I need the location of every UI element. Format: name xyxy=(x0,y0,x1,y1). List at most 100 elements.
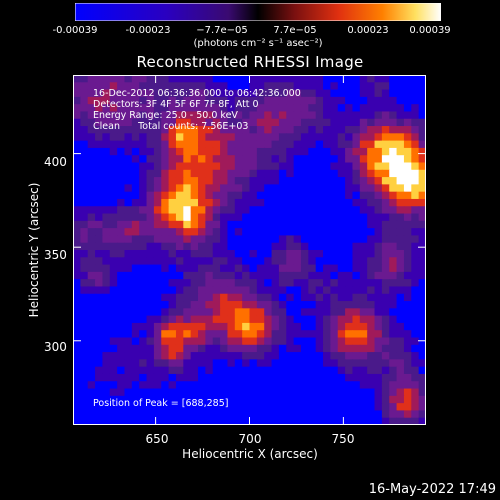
heatmap-cell xyxy=(242,242,251,251)
heatmap-cell xyxy=(271,308,280,317)
heatmap-cell xyxy=(124,301,133,309)
heatmap-cell xyxy=(374,133,383,142)
heatmap-cell xyxy=(345,155,354,164)
heatmap-cell xyxy=(374,111,383,120)
heatmap-cell xyxy=(249,242,258,251)
heatmap-cell xyxy=(293,279,302,288)
heatmap-cell xyxy=(190,169,199,178)
heatmap-cell xyxy=(300,330,309,339)
heatmap-cell xyxy=(139,373,148,382)
heatmap-cell xyxy=(124,169,133,178)
heatmap-cell xyxy=(396,147,405,156)
heatmap-cell xyxy=(264,293,273,302)
heatmap-cell xyxy=(359,96,368,105)
heatmap-cell xyxy=(264,381,273,390)
heatmap-cell xyxy=(153,308,162,317)
heatmap-cell xyxy=(205,286,214,295)
heatmap-cell xyxy=(161,388,170,397)
heatmap-cell xyxy=(330,315,339,324)
heatmap-cell xyxy=(139,315,148,324)
heatmap-cell xyxy=(330,111,339,120)
heatmap-cell xyxy=(359,177,368,185)
heatmap-cell xyxy=(411,96,420,105)
heatmap-cell xyxy=(109,301,118,309)
heatmap-cell xyxy=(161,373,170,382)
heatmap-cell xyxy=(227,198,236,207)
heatmap-cell xyxy=(73,118,81,127)
heatmap-cell xyxy=(153,322,162,331)
heatmap-cell xyxy=(249,293,258,302)
heatmap-cell xyxy=(367,184,376,193)
heatmap-cell xyxy=(102,352,111,360)
heatmap-cell xyxy=(183,126,192,134)
heatmap-cell xyxy=(249,184,258,193)
heatmap-cell xyxy=(293,337,302,346)
heatmap-cell xyxy=(345,126,354,134)
heatmap-cell xyxy=(389,315,398,324)
heatmap-cell xyxy=(286,410,295,419)
heatmap-cell xyxy=(315,366,324,375)
heatmap-cell xyxy=(411,315,420,324)
heatmap-cell xyxy=(418,111,426,120)
heatmap-cell xyxy=(131,279,140,288)
heatmap-cell xyxy=(73,301,81,309)
heatmap-cell xyxy=(102,177,111,185)
heatmap-cell xyxy=(308,315,317,324)
heatmap-cell xyxy=(308,169,317,178)
heatmap-cell xyxy=(374,198,383,207)
heatmap-cell xyxy=(381,155,390,164)
heatmap-cell xyxy=(168,177,177,185)
heatmap-cell xyxy=(374,395,383,404)
heatmap-cell xyxy=(102,403,111,412)
heatmap-cell xyxy=(278,352,287,360)
heatmap-cell xyxy=(359,133,368,142)
heatmap-cell xyxy=(345,403,354,412)
heatmap-cell xyxy=(175,352,184,360)
heatmap-cell xyxy=(359,322,368,331)
heatmap-cell xyxy=(323,213,331,222)
heatmap-cell xyxy=(381,198,390,207)
heatmap-cell xyxy=(73,337,81,346)
heatmap-cell xyxy=(146,162,155,171)
heatmap-cell xyxy=(220,177,229,185)
heatmap-cell xyxy=(286,359,295,368)
heatmap-cell xyxy=(205,403,214,412)
heatmap-cell xyxy=(271,126,280,134)
heatmap-cell xyxy=(264,118,273,127)
heatmap-cell xyxy=(359,162,368,171)
heatmap-cell xyxy=(139,271,148,280)
heatmap-cell xyxy=(337,257,346,266)
heatmap-cell xyxy=(198,286,206,295)
heatmap-cell xyxy=(249,286,258,295)
heatmap-cell xyxy=(293,220,302,229)
heatmap-cell xyxy=(87,75,96,83)
heatmap-cell xyxy=(323,155,331,164)
heatmap-cell xyxy=(190,315,199,324)
heatmap-cell xyxy=(146,242,155,251)
heatmap-cell xyxy=(278,228,287,237)
heatmap-cell xyxy=(278,381,287,390)
heatmap-cell xyxy=(220,126,229,134)
heatmap-cell xyxy=(286,155,295,164)
heatmap-cell xyxy=(168,271,177,280)
heatmap-cell xyxy=(161,220,170,229)
heatmap-cell xyxy=(212,177,221,185)
heatmap-cell xyxy=(308,344,317,353)
heatmap-cell xyxy=(256,417,265,425)
heatmap-cell xyxy=(264,352,273,360)
heatmap-cell xyxy=(308,198,317,207)
heatmap-cell xyxy=(175,118,184,127)
heatmap-cell xyxy=(323,250,331,258)
heatmap-cell xyxy=(95,344,104,353)
heatmap-cell xyxy=(264,198,273,207)
heatmap-cell xyxy=(146,147,155,156)
heatmap-cell xyxy=(271,257,280,266)
heatmap-cell xyxy=(146,286,155,295)
heatmap-cell xyxy=(227,89,236,98)
heatmap-cell xyxy=(330,191,339,200)
heatmap-cell xyxy=(153,337,162,346)
heatmap-cell xyxy=(271,315,280,324)
heatmap-cell xyxy=(367,206,376,215)
heatmap-cell xyxy=(345,308,354,317)
heatmap-cell xyxy=(359,242,368,251)
